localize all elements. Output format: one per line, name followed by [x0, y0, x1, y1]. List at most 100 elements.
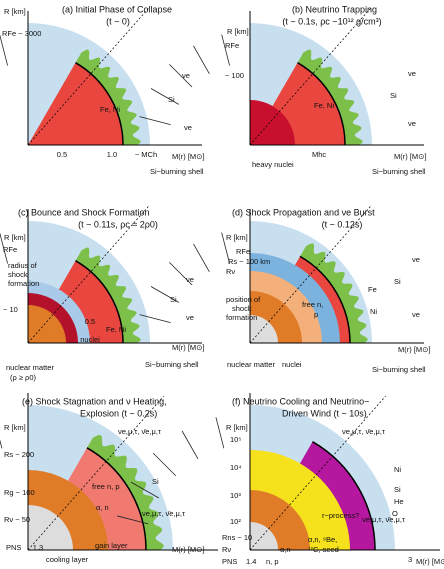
infall-arrow: [139, 116, 171, 125]
label: p: [314, 310, 318, 319]
panel-title: (d) Shock Propagation and νe Burst: [232, 207, 375, 217]
silicon-shell: [75, 49, 141, 145]
label: gain layer: [95, 541, 128, 550]
core-sector: [28, 62, 124, 146]
label: nuclei: [80, 335, 100, 344]
infall-arrow: [221, 232, 230, 264]
label: M(r) [M⊙]: [398, 345, 431, 354]
label: 1.3: [33, 543, 43, 552]
label: RFe: [236, 247, 250, 256]
label: νe: [412, 255, 420, 264]
inner-region: [28, 305, 66, 343]
panel-title: (c) Bounce and Shock Formation: [18, 207, 150, 217]
label: formation: [8, 279, 39, 288]
label: 10⁴: [230, 463, 242, 472]
inner-region: [250, 100, 295, 145]
label: Fe: [368, 285, 377, 294]
silicon-shell: [297, 49, 363, 145]
label: Si: [394, 277, 401, 286]
infall-arrow: [0, 232, 8, 264]
label: ¹²C, seed: [308, 545, 339, 554]
infall-arrow: [150, 88, 179, 105]
infall-arrow: [117, 515, 149, 525]
label: ~ 100: [225, 71, 244, 80]
panel-subtitle: (t ~ 0.11s, ρc ≈ 2ρ0): [78, 219, 158, 229]
label: Mhc: [312, 150, 326, 159]
inner-region: [28, 505, 73, 550]
label: r−process?: [322, 511, 359, 520]
label: Rν: [222, 545, 231, 554]
label: Si: [390, 91, 397, 100]
panel-title: (f) Neutrino Cooling and Neutrino−: [232, 396, 369, 406]
label: M(r) [M⊙]: [172, 152, 205, 161]
label: Rs ~ 200: [4, 450, 34, 459]
silicon-shell: [87, 434, 164, 550]
panel-subtitle: (t ~ 0): [106, 16, 130, 26]
panel: (d) Shock Propagation and νe Burst (t ~ 0…: [139, 206, 431, 374]
label: position of: [226, 295, 261, 304]
label: νe,μ,τ, ν̄e,μ,τ: [142, 509, 185, 518]
label: Ni: [370, 307, 377, 316]
shell-boundary: [86, 447, 147, 551]
label: Si−burning shell: [145, 360, 199, 369]
label: nuclear matter: [227, 360, 275, 369]
label: νe: [184, 123, 192, 132]
inner-region: [250, 522, 278, 550]
panel-subtitle: Driven Wind (t ~ 10s): [282, 408, 367, 418]
infall-arrow: [130, 481, 159, 499]
label: νe: [412, 310, 420, 319]
label: Si: [168, 95, 175, 104]
label: M(r) [M⊙]: [172, 343, 205, 352]
label: 0.5: [85, 317, 95, 326]
label: 10⁵: [230, 435, 241, 444]
label: Fe, Ni: [314, 101, 334, 110]
label: νe,μ,τ, ν̄e,μ,τ: [342, 427, 385, 436]
label: shock: [232, 304, 252, 313]
label: M(r) [M⊙]: [394, 152, 427, 161]
label: νe,μ,τ, ν̄e,μ,τ: [362, 515, 405, 524]
label: 0.5: [57, 150, 67, 159]
label: RFe: [225, 41, 239, 50]
label: R [km]: [4, 233, 26, 242]
label: n, p: [266, 557, 279, 566]
label: 3: [408, 555, 412, 564]
label: νe: [182, 71, 190, 80]
label: Si−burning shell: [372, 365, 426, 374]
label: M(r) [M⊙]: [172, 545, 205, 554]
label: Si: [394, 485, 401, 494]
infall-arrow: [139, 314, 171, 323]
label: Si−burning shell: [150, 167, 204, 176]
panel: (b) Neutrino Trapping (t ~ 0.1s, ρc ~10¹²…: [139, 4, 427, 176]
infall-arrow: [152, 452, 177, 477]
label: Ni: [394, 465, 401, 474]
infall-arrow: [215, 417, 225, 449]
label: Fe, Ni: [100, 105, 120, 114]
infall-arrow: [0, 439, 3, 449]
label: ~ MCh: [135, 150, 157, 159]
infall-arrow: [193, 45, 210, 74]
label: RFe: [3, 245, 17, 254]
infall-arrow: [193, 243, 210, 272]
label: νe: [186, 275, 194, 284]
label: R [km]: [4, 423, 26, 432]
label: νe: [408, 69, 416, 78]
panel: (c) Bounce and Shock Formation (t ~ 0.11s…: [0, 206, 205, 382]
infall-arrow: [181, 430, 199, 459]
shell-boundary: [297, 62, 346, 146]
panel-title: (b) Neutrino Trapping: [292, 4, 377, 14]
label: Si−burning shell: [372, 167, 426, 176]
infall-arrow: [221, 34, 230, 66]
label: (ρ ≥ ρ0): [10, 373, 36, 382]
panel-subtitle: (t ~ 0.1s, ρc ~10¹² g/cm³): [282, 16, 381, 26]
label: νe: [408, 119, 416, 128]
panel: (f) Neutrino Cooling and Neutrino− Driven…: [117, 393, 444, 566]
label: free n, p: [92, 482, 120, 491]
infall-arrow: [169, 262, 193, 286]
shell-boundary: [312, 441, 376, 551]
label: Rg ~ 100: [4, 488, 35, 497]
label: He: [394, 497, 404, 506]
label: R [km]: [226, 423, 248, 432]
label: M(r) [M⊙]: [416, 557, 444, 566]
panel: (e) Shock Stagnation and ν Heating, Explo…: [0, 393, 218, 564]
